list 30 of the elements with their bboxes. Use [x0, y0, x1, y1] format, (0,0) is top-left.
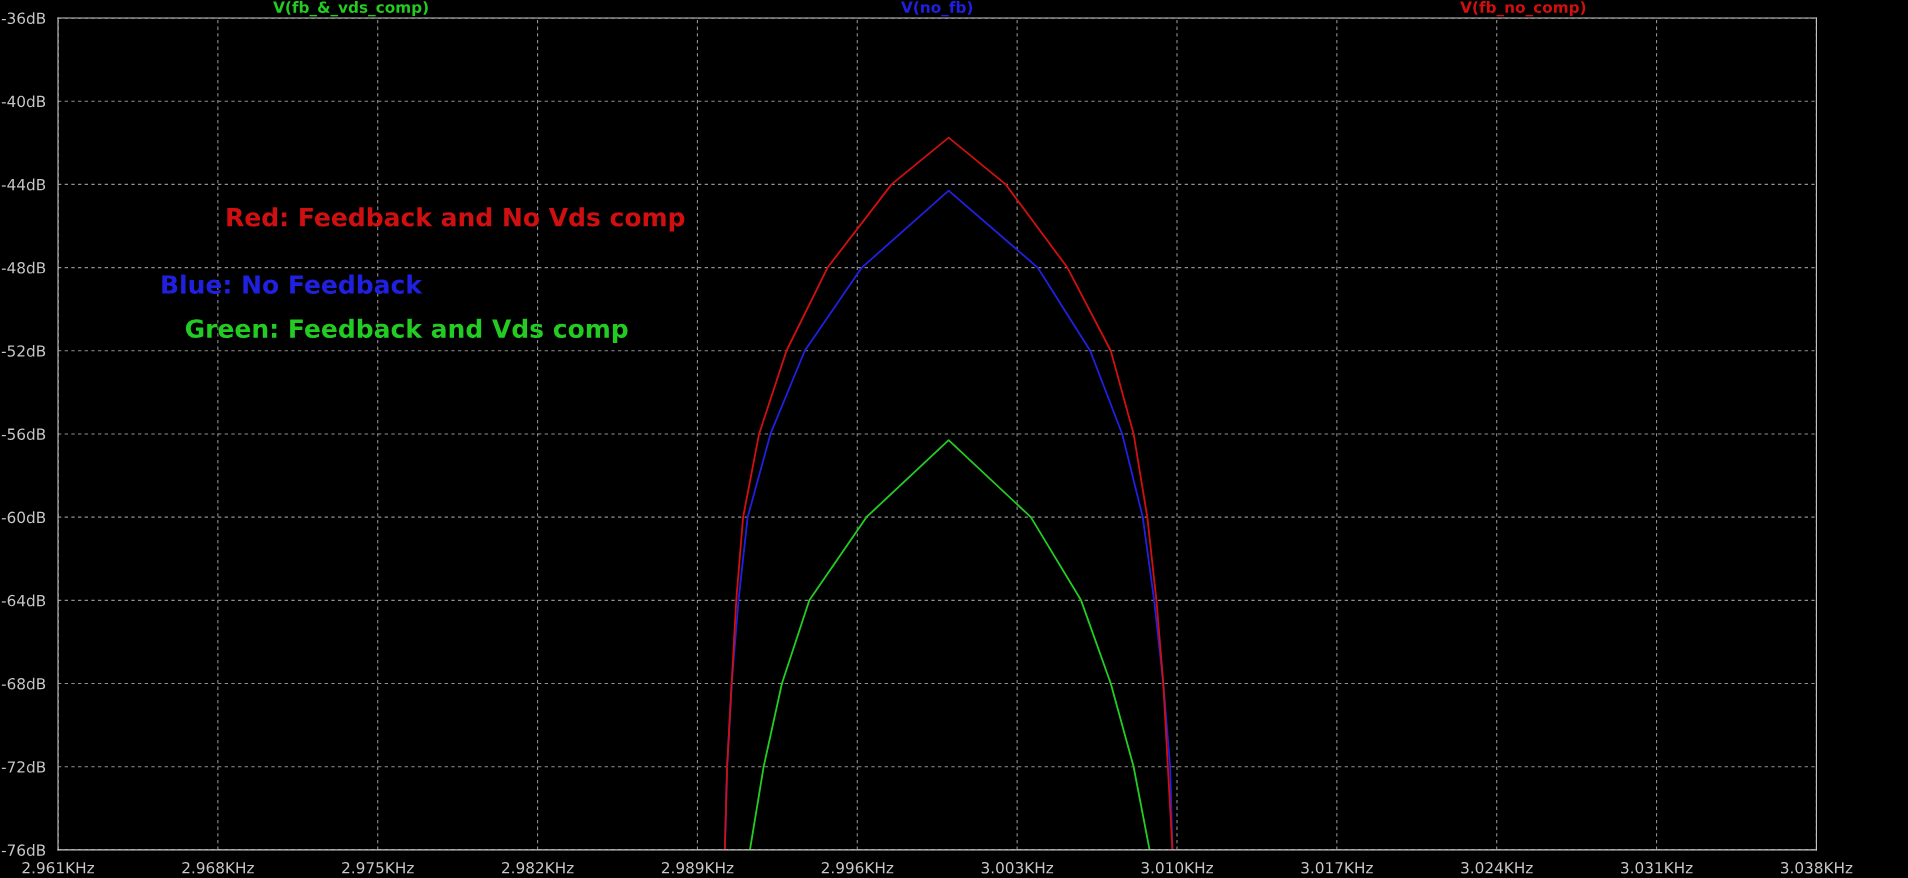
x-tick-label: 2.961KHz: [22, 861, 94, 874]
text: V(fb_no_comp): [1460, 1, 1586, 17]
y-tick-label: -68dB: [1, 677, 46, 690]
x-tick-label: 2.989KHz: [661, 861, 734, 874]
y-tick-label: -40dB: [1, 95, 46, 108]
line-series: [749, 439, 1151, 850]
annotation: Green: Feedback and Vds comp: [185, 318, 628, 343]
x-tick-label: 3.003KHz: [981, 861, 1054, 874]
y-tick-label: -60dB: [1, 511, 46, 524]
y-tick-label: -72dB: [1, 760, 46, 773]
annotation: Red: Feedback and No Vds comp: [227, 207, 685, 232]
annotation: Blue: No Feedback: [162, 274, 423, 294]
x-tick-label: 3.038KHz: [1780, 861, 1853, 874]
y-tick-label: -76dB: [1, 844, 46, 856]
text: V(no_fb): [901, 1, 973, 17]
x-tick-label: 2.968KHz: [182, 861, 254, 874]
y-tick-label: -36dB: [1, 12, 46, 25]
y-tick-label: -48dB: [1, 261, 46, 274]
x-tick-label: 3.017KHz: [1301, 861, 1373, 874]
text: V(fb_&_vds_comp): [273, 1, 428, 17]
y-tick-label: -56dB: [1, 428, 46, 440]
x-tick-label: 3.031KHz: [1621, 861, 1693, 874]
y-tick-label: -44dB: [1, 178, 46, 191]
x-tick-label: 2.982KHz: [502, 861, 574, 874]
x-tick-label: 3.024KHz: [1461, 861, 1533, 874]
y-tick-label: -52dB: [1, 344, 46, 357]
x-tick-label: 2.975KHz: [342, 861, 414, 874]
x-tick-label: 2.996KHz: [821, 861, 894, 874]
y-tick-label: -64dB: [1, 594, 46, 607]
x-tick-label: 3.010KHz: [1141, 861, 1213, 874]
